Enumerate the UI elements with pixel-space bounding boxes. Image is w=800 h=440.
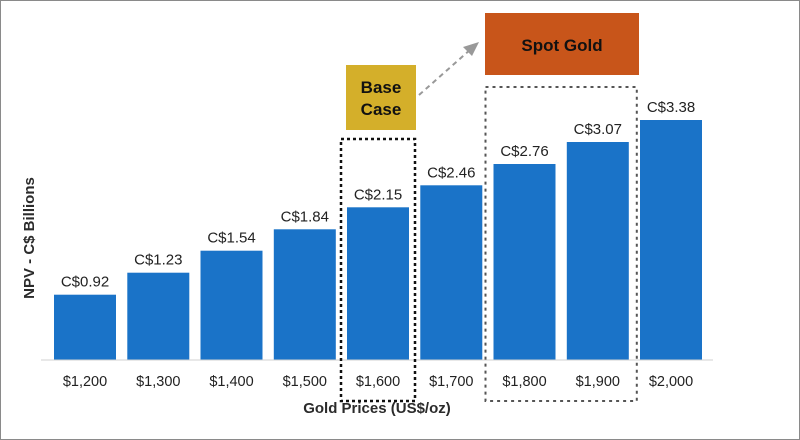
x-tick-label-6: $1,700 — [429, 374, 473, 390]
x-tick-label-8: $1,900 — [576, 374, 620, 390]
x-tick-label-4: $1,500 — [283, 374, 327, 390]
data-label-7: C$2.76 — [500, 143, 548, 160]
bar-5 — [347, 207, 409, 360]
x-tick-label-7: $1,800 — [502, 374, 546, 390]
bar-1 — [54, 294, 116, 360]
base-case-callout-box — [346, 65, 416, 130]
x-tick-labels-layer: $1,200 $1,300 $1,400 $1,500 $1,600 $1,700 $1,8… — [63, 374, 693, 390]
bar-6 — [420, 185, 483, 360]
spot-gold-callout-text: Spot Gold — [521, 36, 602, 55]
bar-3 — [200, 250, 263, 360]
base-case-callout-text-1: Base — [361, 78, 402, 97]
spot-gold-callout-box — [485, 13, 639, 75]
data-label-3: C$1.54 — [207, 230, 255, 247]
bar-2 — [127, 272, 190, 360]
x-tick-label-3: $1,400 — [209, 374, 253, 390]
x-tick-label-1: $1,200 — [63, 374, 107, 390]
bar-8 — [566, 142, 629, 360]
x-tick-label-2: $1,300 — [136, 374, 180, 390]
bars-layer — [54, 120, 702, 360]
bar-9 — [640, 120, 702, 360]
x-tick-label-5: $1,600 — [356, 374, 400, 390]
base-case-highlight-box — [339, 137, 417, 403]
callouts-layer: Base Case Spot Gold — [339, 13, 639, 403]
data-labels-layer: C$0.92 C$1.23 C$1.54 C$1.84 C$2.15 C$2.46 C$2.… — [61, 99, 695, 291]
data-label-5: C$2.15 — [354, 186, 402, 203]
data-label-8: C$3.07 — [574, 121, 622, 138]
y-axis-title: NPV - C$ Billions — [21, 177, 38, 299]
callout-arrow-line — [418, 48, 472, 96]
data-label-4: C$1.84 — [281, 208, 329, 225]
bar-4 — [273, 229, 336, 360]
bar-7 — [493, 164, 556, 360]
callout-arrow-head — [463, 42, 479, 56]
base-case-callout-text-2: Case — [361, 100, 402, 119]
x-axis-title: Gold Prices (US$/oz) — [303, 400, 451, 417]
data-label-9: C$3.38 — [647, 99, 695, 116]
x-tick-label-9: $2,000 — [649, 374, 693, 390]
data-label-6: C$2.46 — [427, 164, 475, 181]
spot-gold-highlight-box — [484, 86, 638, 402]
data-label-1: C$0.92 — [61, 274, 109, 291]
data-label-2: C$1.23 — [134, 252, 182, 269]
